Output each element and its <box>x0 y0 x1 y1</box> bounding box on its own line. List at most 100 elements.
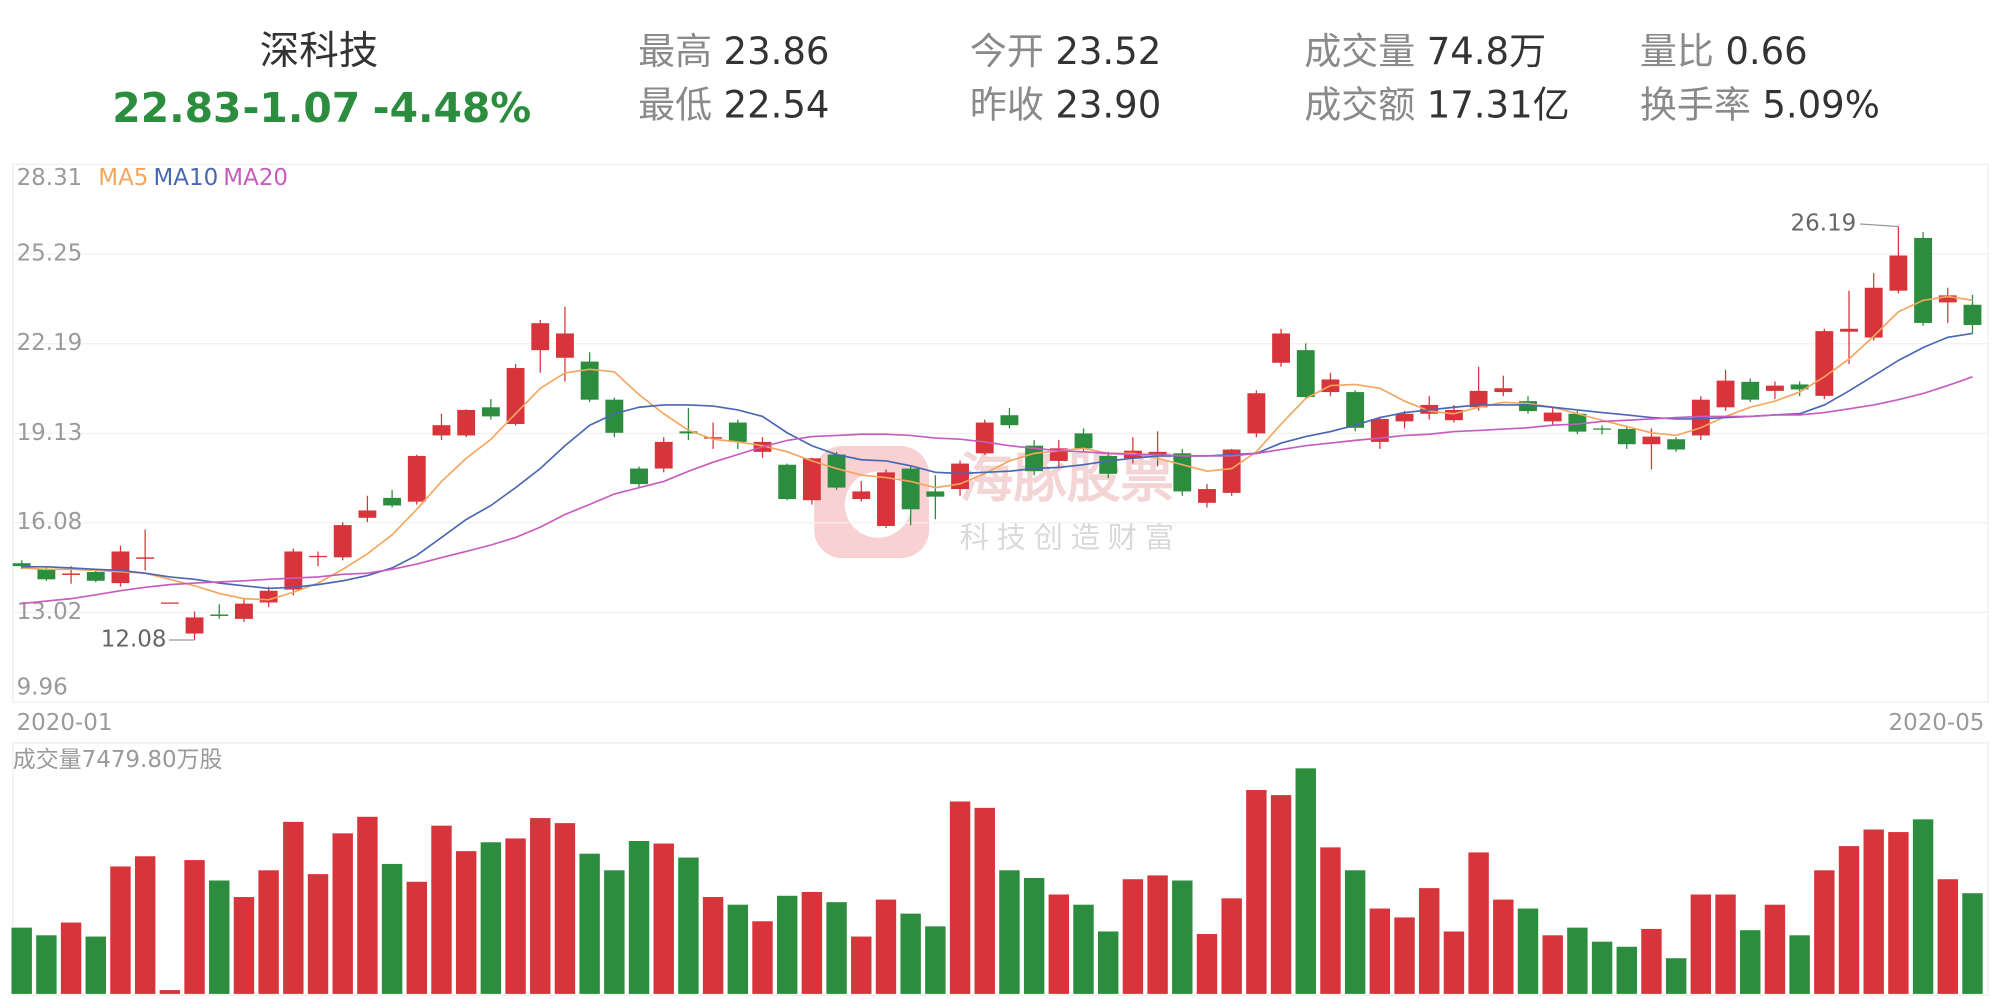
candle-body <box>1222 449 1241 493</box>
stat-value: 22.54 <box>724 84 830 127</box>
volume-bar <box>1147 875 1168 994</box>
price: 22.83 <box>112 84 241 132</box>
volume-bar <box>1641 928 1662 994</box>
change: -1.07 <box>242 84 360 132</box>
candle-body <box>432 425 451 436</box>
volume-bar <box>999 870 1020 994</box>
candle-body <box>1469 390 1488 408</box>
volume-bar <box>851 936 872 994</box>
volume-bar <box>1888 832 1909 994</box>
candle-body <box>1395 413 1414 422</box>
candle-body <box>1741 381 1760 400</box>
volume-bar <box>1863 829 1884 994</box>
volume-bar <box>1443 931 1465 994</box>
stock-name: 深科技 <box>260 28 379 74</box>
volume-bar <box>1172 880 1193 994</box>
volume-bar <box>110 866 131 994</box>
volume-bar <box>875 899 897 994</box>
candle-body <box>136 557 155 559</box>
volume-bar <box>36 935 57 994</box>
candle-body <box>1519 401 1537 412</box>
volume-bar <box>752 921 773 994</box>
candle-body <box>704 437 723 439</box>
stat-value: 23.86 <box>724 30 830 73</box>
volume-bar <box>1517 908 1539 994</box>
candle-body <box>1642 436 1661 445</box>
candle-body <box>679 431 698 434</box>
volume-bar <box>431 825 452 994</box>
candle-body <box>1593 428 1612 430</box>
volume-bar <box>776 895 798 994</box>
candle-body <box>309 555 327 558</box>
volume-bar <box>1073 904 1094 994</box>
candle-body <box>654 441 673 469</box>
candle-body <box>86 571 105 581</box>
y-tick-label: 19.13 <box>17 420 83 446</box>
stat-label: 量比 <box>1640 30 1714 73</box>
volume-bar <box>1394 917 1415 994</box>
legend-entry: MA20 <box>223 165 288 191</box>
candle-body <box>605 399 624 433</box>
candle-body <box>1296 350 1315 398</box>
candle-body <box>160 602 179 604</box>
candle-body <box>901 468 920 510</box>
volume-bar <box>1542 935 1563 994</box>
volume-bar <box>653 843 674 994</box>
min-annotation: 12.08 <box>101 626 167 652</box>
ma-line <box>21 376 1973 605</box>
volume-bar <box>1962 893 1983 994</box>
volume-bar <box>628 840 650 994</box>
volume-bar <box>307 874 329 994</box>
stat-value: 5.09% <box>1762 84 1880 127</box>
volume-bar <box>678 857 699 994</box>
candle-body <box>728 422 747 442</box>
volume-bar <box>1048 894 1070 994</box>
candle-body <box>802 458 821 501</box>
candle-body <box>1543 412 1562 422</box>
volume-bar <box>283 821 304 994</box>
candle-body <box>1444 409 1463 421</box>
volume-bar <box>406 881 427 994</box>
candle-body <box>1074 433 1093 449</box>
volume-bar <box>554 823 576 994</box>
volume-bar <box>1246 789 1267 994</box>
volume-bar <box>1493 899 1514 994</box>
volume-pane <box>12 742 1989 996</box>
candle-body <box>531 323 550 351</box>
volume-bar <box>1196 934 1218 994</box>
volume-bar <box>233 897 255 994</box>
candle-body <box>1790 384 1809 390</box>
volume-bar <box>11 927 32 994</box>
candle-body <box>259 590 278 603</box>
volume-bar <box>1567 927 1588 994</box>
volume-bar <box>1320 847 1341 994</box>
volume-bar <box>357 816 378 994</box>
volume-bar <box>826 902 847 994</box>
volume-bar <box>1789 935 1810 994</box>
candle-body <box>383 497 402 506</box>
candle-body <box>580 361 599 400</box>
volume-bar <box>1221 898 1242 994</box>
volume-bar <box>1369 908 1391 994</box>
volume-bar <box>1591 941 1613 994</box>
candle-body <box>1198 489 1216 503</box>
volume-bar <box>974 807 995 994</box>
candle-body <box>111 551 130 584</box>
candle-body <box>1963 304 1982 325</box>
candle-body <box>1667 439 1686 450</box>
candle-body <box>1173 453 1192 492</box>
candle-body <box>1716 380 1735 408</box>
stat-value: 74.8万 <box>1427 30 1546 73</box>
stat-label: 成交额 <box>1304 84 1415 127</box>
ma-line <box>21 295 1973 601</box>
stat-label: 昨收 <box>970 84 1044 127</box>
candle-body <box>1370 419 1389 442</box>
candle-body <box>284 551 303 590</box>
candle-body <box>1864 287 1883 338</box>
stat-value: 23.52 <box>1055 30 1161 73</box>
volume-bar <box>949 801 971 994</box>
candle-body <box>333 525 352 558</box>
candle-body <box>210 614 229 616</box>
